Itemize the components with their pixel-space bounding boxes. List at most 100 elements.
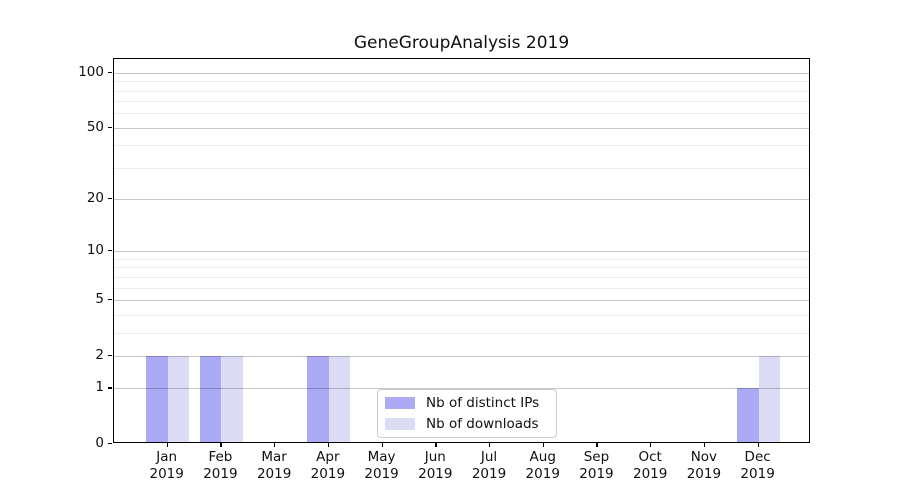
x-tick-mark xyxy=(435,443,437,447)
bar-downloads xyxy=(758,355,781,442)
major-gridline xyxy=(114,355,809,357)
legend-label-downloads: Nb of downloads xyxy=(426,416,539,432)
x-tick-mark xyxy=(650,443,652,447)
bar-distinct-ips xyxy=(307,355,329,442)
x-tick-label-line: 2019 xyxy=(256,466,292,482)
x-tick-label-line: Jan xyxy=(156,449,178,465)
x-tick-mark xyxy=(220,443,222,447)
y-tick-mark xyxy=(108,71,112,74)
y-tick-label: 20 xyxy=(86,190,104,207)
bar-downloads xyxy=(328,355,351,442)
x-tick-mark xyxy=(327,443,330,447)
x-tick-label-line: Mar xyxy=(261,449,287,465)
y-tick-label: 0 xyxy=(95,435,104,451)
y-tick-mark xyxy=(108,298,112,301)
x-tick-mark xyxy=(703,443,706,447)
bar-distinct-ips xyxy=(737,388,759,442)
x-tick-label-line: Jul xyxy=(480,449,498,465)
legend: Nb of distinct IPs Nb of downloads xyxy=(377,389,557,438)
x-tick-label-line: Feb xyxy=(208,449,233,465)
minor-gridline xyxy=(114,276,809,278)
major-gridline xyxy=(114,72,809,74)
legend-swatch-distinct-ips xyxy=(385,397,415,409)
major-gridline xyxy=(114,199,809,201)
x-tick-label-line: Nov xyxy=(690,449,718,465)
x-tick-label-line: 2019 xyxy=(686,466,722,482)
minor-gridline xyxy=(114,287,809,289)
x-tick-label-line: 2019 xyxy=(418,466,453,482)
y-tick-mark xyxy=(108,354,112,356)
minor-gridline xyxy=(114,90,809,92)
x-tick-label-line: 2019 xyxy=(310,466,346,482)
minor-gridline xyxy=(114,101,809,103)
bar-downloads xyxy=(167,355,190,442)
x-tick-label: Mar 2019 xyxy=(234,449,314,483)
x-tick-label-line: 2019 xyxy=(471,466,507,482)
legend-item-downloads: Nb of downloads xyxy=(385,416,556,432)
y-tick-mark xyxy=(108,387,112,389)
x-tick-label-line: Jun xyxy=(424,449,446,465)
x-tick-label: Jan 2019 xyxy=(127,449,207,483)
minor-gridline xyxy=(114,314,809,316)
x-tick-label-line: 2019 xyxy=(579,466,614,482)
x-tick-label-line: 2019 xyxy=(203,466,238,482)
x-tick-label: Aug 2019 xyxy=(503,449,583,483)
minor-gridline xyxy=(114,113,809,115)
x-tick-mark xyxy=(489,443,491,447)
x-tick-mark xyxy=(596,443,598,447)
y-tick-label: 5 xyxy=(95,290,104,307)
major-gridline xyxy=(114,251,809,253)
x-tick-label: Dec 2019 xyxy=(718,449,798,483)
x-tick-label-line: Dec xyxy=(744,449,771,465)
x-tick-label: Oct 2019 xyxy=(610,449,690,483)
y-tick-label: 10 xyxy=(86,242,104,259)
y-tick-mark xyxy=(108,250,112,252)
x-tick-mark xyxy=(166,443,168,447)
minor-gridline xyxy=(114,332,809,334)
minor-gridline xyxy=(114,145,809,147)
plot-area xyxy=(113,58,810,443)
x-tick-label: Nov 2019 xyxy=(664,449,744,483)
x-tick-label: Apr 2019 xyxy=(288,449,368,483)
x-tick-label: Feb 2019 xyxy=(180,449,260,483)
y-tick-label: 2 xyxy=(95,346,104,363)
x-tick-label-line: 2019 xyxy=(632,466,668,482)
y-tick-mark xyxy=(108,198,112,200)
bar-distinct-ips xyxy=(199,355,222,442)
x-tick-label-line: Sep xyxy=(583,449,610,465)
legend-swatch-downloads xyxy=(385,418,415,430)
x-tick-label: Sep 2019 xyxy=(556,449,636,483)
chart-title: GeneGroupAnalysis 2019 xyxy=(353,33,570,53)
minor-gridline xyxy=(114,81,809,83)
x-tick-label-line: Oct xyxy=(638,449,662,465)
x-tick-label-line: Aug xyxy=(529,449,556,465)
x-tick-label-line: 2019 xyxy=(364,466,399,482)
x-tick-label-line: 2019 xyxy=(149,466,184,482)
x-tick-mark xyxy=(542,443,545,447)
x-tick-label: Jun 2019 xyxy=(395,449,475,483)
y-tick-label: 100 xyxy=(78,63,104,80)
y-tick-label: 50 xyxy=(86,118,104,135)
y-tick-mark xyxy=(108,443,112,445)
major-gridline xyxy=(114,127,809,129)
y-tick-label: 1 xyxy=(95,379,104,396)
x-tick-label: May 2019 xyxy=(342,449,422,483)
x-tick-mark xyxy=(381,443,383,447)
major-gridline xyxy=(114,299,809,301)
x-tick-mark xyxy=(274,443,276,447)
minor-gridline xyxy=(114,258,809,260)
x-tick-label-line: Apr xyxy=(316,449,340,465)
legend-item-distinct-ips: Nb of distinct IPs xyxy=(385,395,556,411)
x-tick-mark xyxy=(757,443,759,447)
bar-downloads xyxy=(221,355,243,442)
major-gridline xyxy=(114,388,809,390)
minor-gridline xyxy=(114,267,809,269)
legend-label-distinct-ips: Nb of distinct IPs xyxy=(426,395,540,411)
x-tick-label-line: 2019 xyxy=(525,466,560,482)
y-tick-mark xyxy=(108,126,112,129)
x-tick-label-line: May xyxy=(367,449,396,465)
x-tick-label: Jul 2019 xyxy=(449,449,529,483)
x-tick-label-line: 2019 xyxy=(740,466,775,482)
minor-gridline xyxy=(114,167,809,169)
